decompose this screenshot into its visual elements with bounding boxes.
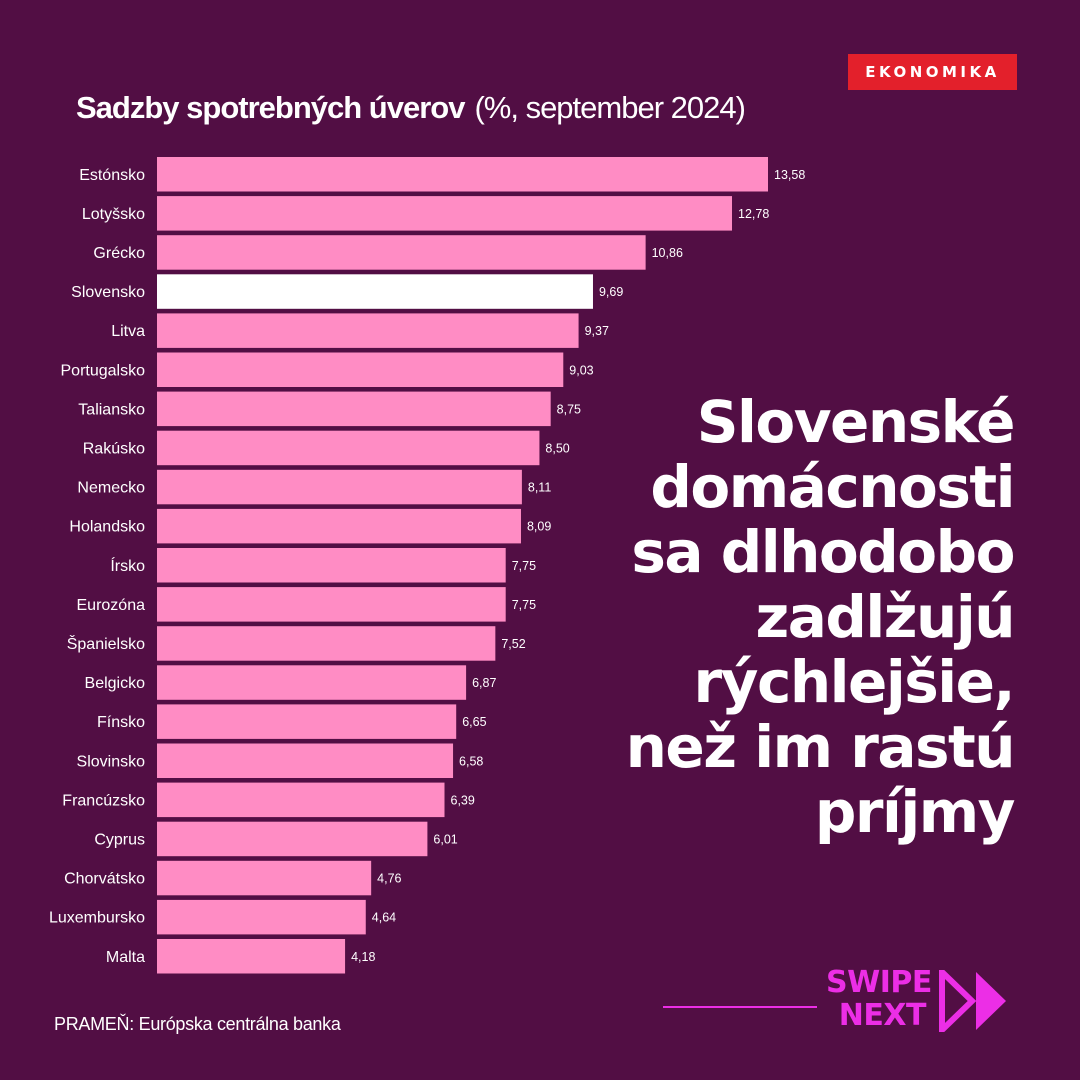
value-label: 9,03 — [569, 363, 593, 377]
category-label: Španielsko — [67, 634, 145, 653]
category-label: Chorvátsko — [64, 871, 145, 888]
swipe-next-label[interactable]: SWIPE NEXT — [826, 965, 932, 1033]
value-label: 6,58 — [459, 754, 483, 768]
category-label: Nemecko — [77, 480, 145, 497]
value-label: 6,65 — [462, 715, 486, 729]
category-label: Portugalsko — [61, 362, 146, 379]
swipe-label: SWIPE — [826, 965, 932, 1000]
category-label: Írsko — [110, 556, 145, 575]
category-label: Slovensko — [71, 284, 145, 301]
bar-estónsko — [157, 157, 768, 192]
category-label: Cyprus — [94, 831, 145, 848]
category-label: Eurozóna — [77, 597, 146, 614]
ekonomika-badge: EKONOMIKA — [848, 54, 1017, 90]
chart-subtitle: (%, september 2024) — [474, 90, 745, 125]
source-note: PRAMEŇ: Európska centrálna banka — [54, 1014, 341, 1034]
category-label: Lotyšsko — [82, 206, 145, 223]
value-label: 9,69 — [599, 285, 623, 299]
headline-line: zadlžujú — [755, 583, 1015, 651]
bar-fínsko — [157, 704, 457, 739]
value-label: 8,50 — [545, 441, 569, 455]
bar-chorvátsko — [157, 860, 372, 896]
headline-line: sa dlhodobo — [631, 518, 1015, 586]
headline-line: Slovenské — [696, 388, 1016, 456]
bar-taliansko — [157, 391, 551, 427]
value-label: 9,37 — [585, 324, 609, 338]
category-label: Francúzsko — [62, 792, 145, 809]
category-label: Rakúsko — [83, 440, 145, 457]
headline-line: rýchlejšie, — [693, 648, 1016, 716]
bar-írsko — [157, 548, 506, 583]
value-label: 6,39 — [451, 793, 475, 807]
bar-cyprus — [157, 821, 428, 857]
bar-francúzsko — [157, 782, 445, 818]
value-label: 8,09 — [527, 520, 551, 534]
bar-portugalsko — [157, 352, 564, 387]
chart-title-text: Sadzby spotrebných úverov — [76, 90, 465, 125]
bar-litva — [157, 313, 579, 348]
double-chevron-right-icon[interactable] — [938, 970, 1010, 1032]
category-label: Estónsko — [79, 167, 145, 184]
headline-line: príjmy — [814, 778, 1016, 846]
category-label: Luxembursko — [49, 910, 145, 927]
bar-luxembursko — [157, 899, 366, 935]
category-label: Grécko — [93, 245, 145, 262]
bar-holandsko — [157, 508, 521, 544]
category-label: Fínsko — [97, 714, 145, 731]
value-label: 10,86 — [652, 246, 683, 260]
bar-rakúsko — [157, 430, 540, 466]
headline: Slovenské domácnosti sa dlhodobo zadlžuj… — [544, 388, 1016, 846]
value-label: 8,75 — [557, 402, 581, 416]
category-label: Taliansko — [78, 401, 145, 418]
category-label: Holandsko — [69, 519, 145, 536]
value-label: 8,11 — [528, 481, 551, 495]
bar-nemecko — [157, 469, 522, 505]
category-label: Slovinsko — [77, 753, 146, 770]
bar-slovinsko — [157, 743, 454, 778]
category-label: Litva — [111, 323, 145, 340]
bar-malta — [157, 939, 346, 974]
value-label: 7,75 — [512, 559, 536, 573]
value-label: 13,58 — [774, 168, 805, 182]
value-label: 4,18 — [351, 950, 375, 964]
headline-line: než im rastú — [625, 713, 1016, 781]
bar-grécko — [157, 235, 646, 270]
value-label: 7,52 — [501, 637, 525, 651]
headline-line: domácnosti — [650, 453, 1015, 521]
bar-slovensko — [157, 274, 593, 309]
value-label: 4,64 — [372, 911, 396, 925]
chart-title: Sadzby spotrebných úverov (%, september 2… — [76, 90, 746, 126]
category-label: Malta — [106, 949, 145, 966]
bar-lotyšsko — [157, 196, 733, 231]
bar-eurozóna — [157, 587, 506, 622]
bar-belgicko — [157, 665, 467, 700]
value-label: 6,01 — [433, 832, 457, 846]
swipe-divider — [663, 1006, 817, 1008]
bar-španielsko — [157, 626, 496, 661]
value-label: 12,78 — [738, 207, 769, 221]
value-label: 7,75 — [512, 598, 536, 612]
category-label: Belgicko — [85, 675, 146, 692]
value-label: 6,87 — [472, 676, 496, 690]
next-label: NEXT — [838, 998, 927, 1033]
value-label: 4,76 — [377, 872, 401, 886]
